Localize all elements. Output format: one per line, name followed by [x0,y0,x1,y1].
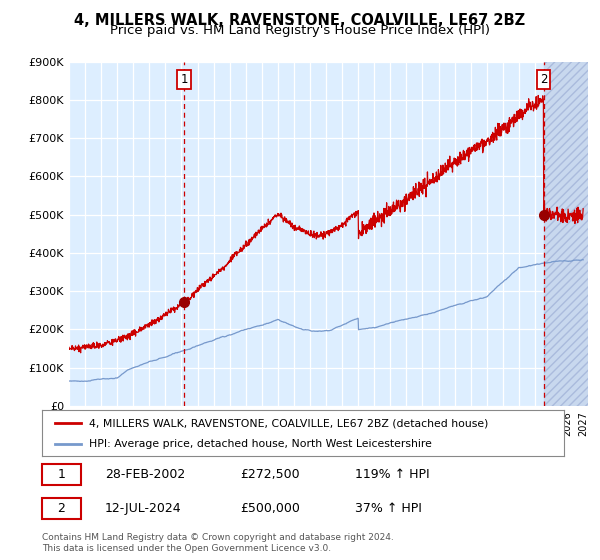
Text: 28-FEB-2002: 28-FEB-2002 [104,468,185,481]
Bar [544,62,591,406]
Text: 1: 1 [58,468,65,481]
Text: Price paid vs. HM Land Registry's House Price Index (HPI): Price paid vs. HM Land Registry's House … [110,24,490,37]
Text: HPI: Average price, detached house, North West Leicestershire: HPI: Average price, detached house, Nort… [89,438,432,449]
FancyBboxPatch shape [42,464,81,485]
Text: 4, MILLERS WALK, RAVENSTONE, COALVILLE, LE67 2BZ (detached house): 4, MILLERS WALK, RAVENSTONE, COALVILLE, … [89,418,488,428]
Bar [544,62,591,406]
Text: 4, MILLERS WALK, RAVENSTONE, COALVILLE, LE67 2BZ: 4, MILLERS WALK, RAVENSTONE, COALVILLE, … [74,13,526,28]
Text: 1: 1 [181,73,188,86]
Text: 2: 2 [540,73,547,86]
Text: 2: 2 [58,502,65,515]
FancyBboxPatch shape [42,498,81,519]
Text: 12-JUL-2024: 12-JUL-2024 [104,502,181,515]
Text: Contains HM Land Registry data © Crown copyright and database right 2024.
This d: Contains HM Land Registry data © Crown c… [42,533,394,553]
Text: 119% ↑ HPI: 119% ↑ HPI [355,468,430,481]
Text: 37% ↑ HPI: 37% ↑ HPI [355,502,422,515]
Text: £500,000: £500,000 [241,502,300,515]
Text: £272,500: £272,500 [241,468,300,481]
